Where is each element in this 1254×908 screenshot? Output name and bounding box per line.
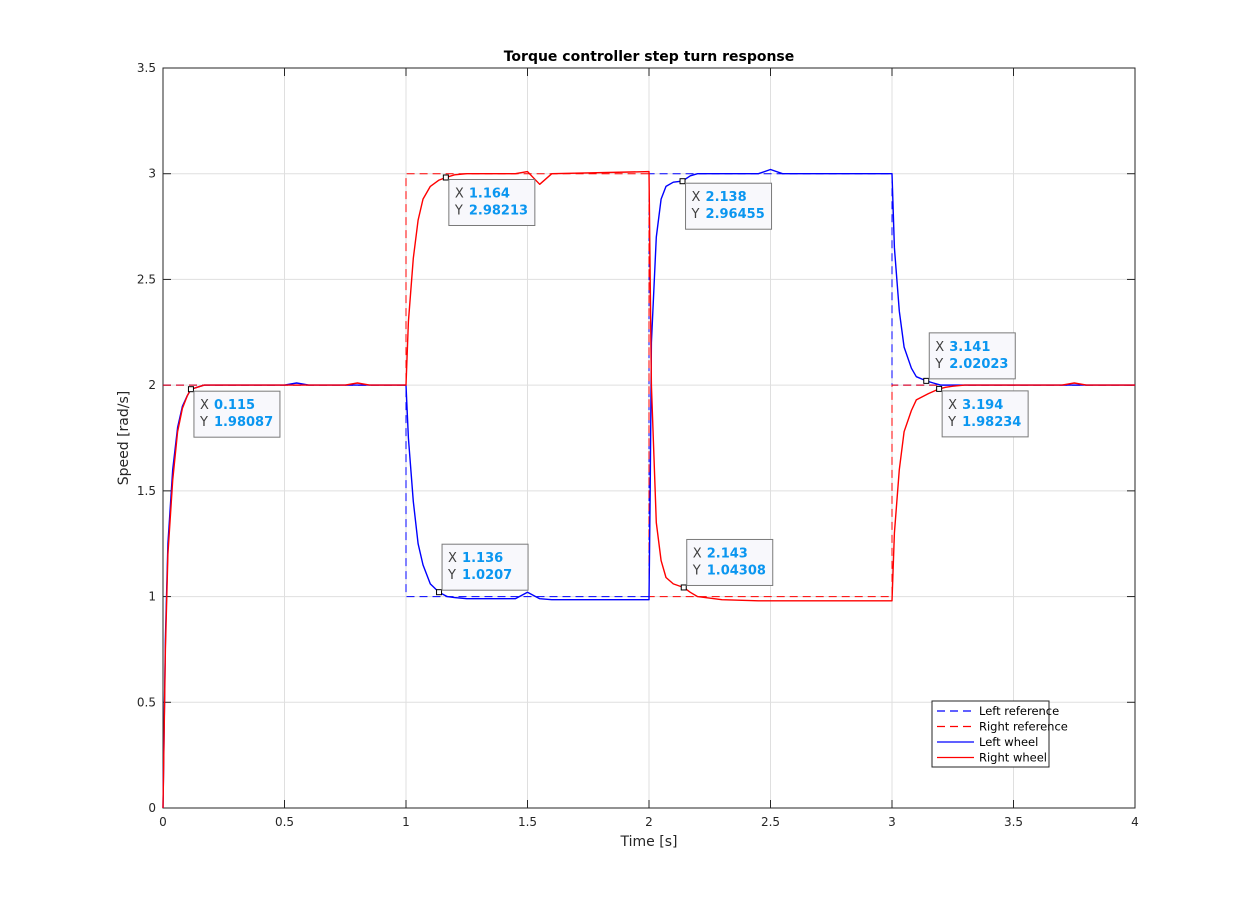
- axis-ticks: 0 0.5 1 1.5 2 2.5 3 3.5 4 0 0.5 1 1.5 2 2.5 3 3.5: [137, 61, 1139, 829]
- y-tick-label: 3.5: [137, 61, 156, 75]
- data-tip-box: [941, 390, 1029, 438]
- data-tip-marker: [187, 386, 194, 393]
- data-tip-x-label: X: [948, 398, 957, 413]
- data-tip-y-label: Y: [691, 207, 700, 222]
- x-tick-label: 4: [1131, 815, 1139, 829]
- data-tip-box: [448, 178, 536, 226]
- y-tick-label: 2: [148, 378, 156, 392]
- data-tip-box: [928, 332, 1016, 380]
- x-tick-label: 2: [645, 815, 653, 829]
- x-tick-label: 1: [402, 815, 410, 829]
- data-tip[interactable]: X 3.141 Y 2.02023: [923, 332, 1016, 384]
- x-axis-label: Time [s]: [620, 834, 678, 850]
- y-tick-label: 2.5: [137, 272, 156, 286]
- x-tick-label: 0: [159, 815, 167, 829]
- data-tip-marker: [680, 584, 687, 591]
- data-tip-x-value: 1.136: [462, 551, 503, 566]
- data-tip-y-label: Y: [454, 203, 463, 218]
- data-tip-y-label: Y: [199, 415, 208, 430]
- data-tip-x-value: 3.194: [962, 398, 1003, 413]
- data-tip-x-label: X: [448, 551, 457, 566]
- data-tip-x-label: X: [935, 340, 944, 355]
- x-tick-label: 1.5: [518, 815, 537, 829]
- series-right-reference: [163, 173, 1135, 598]
- chart-title: Torque controller step turn response: [504, 49, 795, 65]
- data-tip-x-label: X: [692, 190, 701, 205]
- data-tip-y-label: Y: [947, 415, 956, 430]
- legend-label: Left wheel: [979, 735, 1038, 749]
- data-tip[interactable]: X 2.143 Y 1.04308: [680, 538, 774, 591]
- series-left-reference: [163, 173, 1135, 598]
- y-tick-label: 1.5: [137, 484, 156, 498]
- data-tip-y-value: 2.96455: [706, 207, 765, 222]
- plot-series: [162, 168, 1135, 809]
- y-tick-label: 0.5: [137, 695, 156, 709]
- data-tip[interactable]: X 2.138 Y 2.96455: [679, 178, 773, 230]
- data-tip-y-label: Y: [447, 568, 456, 583]
- data-tip-marker: [936, 385, 943, 392]
- x-tick-label: 3: [888, 815, 896, 829]
- data-tip-y-value: 2.02023: [949, 357, 1008, 372]
- data-tips: X 0.115 Y 1.98087 X 1.136 Y 1.0207 X 1.164 Y 2.9821…: [187, 174, 1029, 596]
- x-tick-label: 3.5: [1004, 815, 1023, 829]
- data-tip-marker: [923, 377, 930, 384]
- legend-label: Right wheel: [979, 751, 1047, 765]
- legend-label: Right reference: [979, 720, 1068, 734]
- data-tip-x-value: 0.115: [214, 398, 255, 413]
- y-tick-label: 3: [148, 167, 156, 181]
- data-tip[interactable]: X 1.136 Y 1.0207: [436, 543, 529, 596]
- data-tip-marker: [436, 589, 443, 596]
- data-tip-box: [441, 543, 529, 591]
- data-tip-marker: [442, 174, 449, 181]
- data-tip[interactable]: X 3.194 Y 1.98234: [936, 385, 1029, 438]
- data-tip-box: [685, 182, 773, 230]
- data-tip[interactable]: X 0.115 Y 1.98087: [187, 386, 281, 438]
- data-tip-box: [686, 538, 774, 586]
- data-tip-y-value: 1.98234: [962, 415, 1021, 430]
- data-tip-x-label: X: [455, 186, 464, 201]
- data-tip-marker: [679, 178, 686, 185]
- x-tick-label: 0.5: [275, 815, 294, 829]
- data-tip-x-value: 3.141: [949, 340, 990, 355]
- legend-box: [931, 700, 1050, 768]
- data-tip-x-label: X: [693, 546, 702, 561]
- data-tip-x-value: 2.143: [707, 546, 748, 561]
- data-tip-y-label: Y: [934, 357, 943, 372]
- data-tip[interactable]: X 1.164 Y 2.98213: [442, 174, 536, 226]
- data-tip-y-label: Y: [692, 563, 701, 578]
- series-right-wheel: [162, 170, 1135, 809]
- legend-label: Left reference: [979, 704, 1059, 718]
- data-tip-box: [193, 390, 281, 438]
- data-tip-y-value: 1.04308: [707, 563, 766, 578]
- data-tip-y-value: 1.0207: [462, 568, 512, 583]
- y-tick-label: 1: [148, 590, 156, 604]
- data-tip-x-value: 1.164: [469, 186, 510, 201]
- y-tick-label: 0: [148, 801, 156, 815]
- data-tip-y-value: 2.98213: [469, 203, 528, 218]
- data-tip-x-value: 2.138: [706, 190, 747, 205]
- x-tick-label: 2.5: [761, 815, 780, 829]
- data-tip-y-value: 1.98087: [214, 415, 273, 430]
- data-tip-x-label: X: [200, 398, 209, 413]
- y-axis-label: Speed [rad/s]: [116, 391, 132, 486]
